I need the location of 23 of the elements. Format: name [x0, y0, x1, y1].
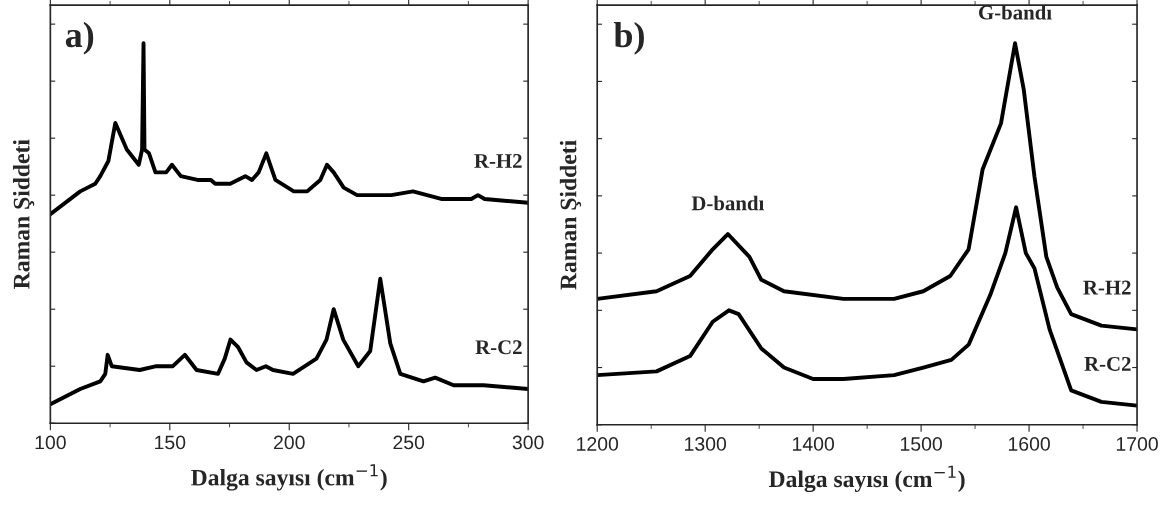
- x-tick-label: 1600: [1008, 437, 1050, 451]
- annotation: G-bandı: [979, 4, 1052, 20]
- x-axis-title: Dalga sayısı (cm$^{−1}$): [191, 464, 387, 491]
- x-tick-label: 250: [393, 435, 425, 450]
- series-label: R-H2: [1083, 280, 1131, 295]
- x-tick-label: 1400: [793, 437, 835, 451]
- x-tick-label: 200: [274, 435, 305, 450]
- y-axis-title: Raman Şiddeti: [12, 139, 35, 289]
- x-tick-label: 300: [512, 435, 544, 450]
- x-tick-label: 100: [35, 435, 66, 450]
- x-tick-label: 150: [155, 435, 186, 450]
- x-axis-title: Dalga sayısı (cm$^{−1}$): [768, 465, 965, 493]
- annotation: b): [613, 21, 644, 55]
- annotation: a): [65, 21, 94, 55]
- x-tick-label: 1700: [1116, 437, 1158, 451]
- x-tick-label: 1200: [577, 437, 619, 451]
- annotation: D-bandı: [691, 195, 765, 211]
- series-label: R-C2: [1084, 356, 1131, 371]
- x-tick-label: 1500: [900, 437, 942, 451]
- series-label: R-C2: [475, 340, 522, 355]
- series-label: R-H2: [474, 153, 522, 168]
- x-tick-label: 1300: [685, 437, 727, 451]
- y-axis-title: Raman Şiddeti: [559, 140, 582, 290]
